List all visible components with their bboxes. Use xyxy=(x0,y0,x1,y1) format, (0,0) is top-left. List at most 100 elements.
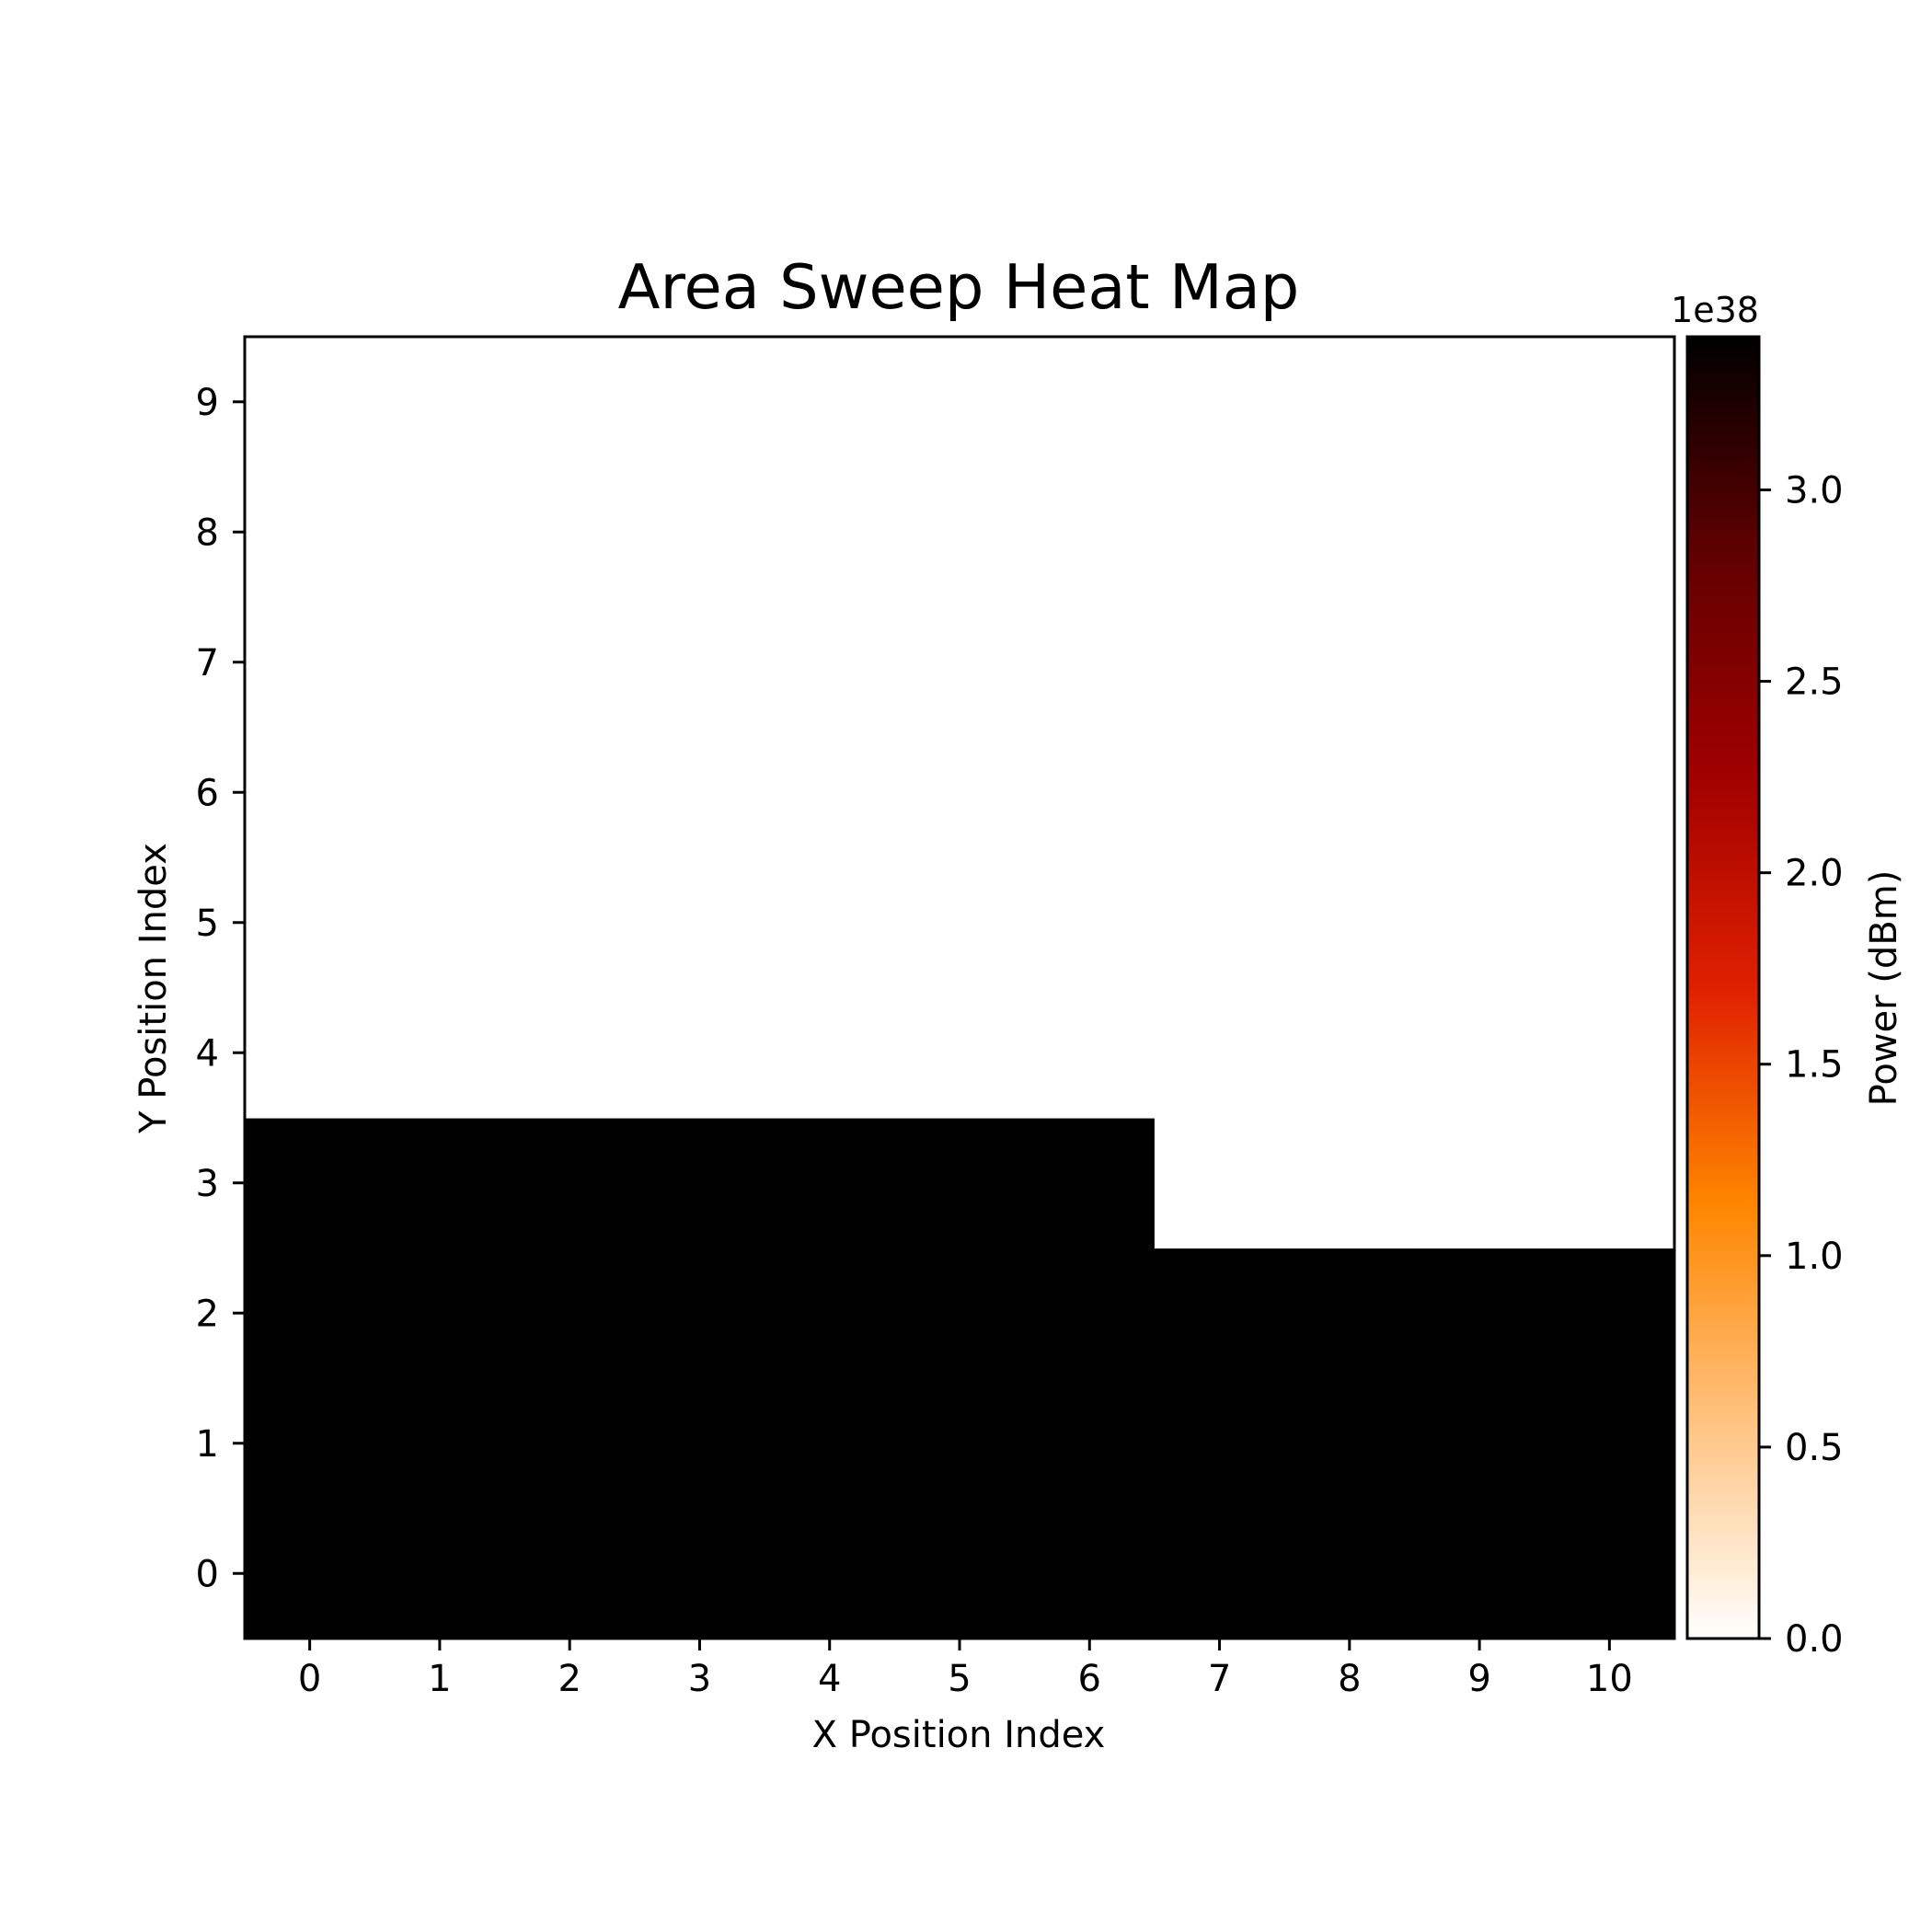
heatmap-cell xyxy=(894,857,1026,989)
heatmap-cell xyxy=(1544,1118,1675,1249)
heatmap-cell xyxy=(1544,337,1675,468)
heatmap-cell xyxy=(1544,987,1675,1119)
heatmap-cell xyxy=(504,857,636,989)
y-tick-label: 8 xyxy=(196,512,219,554)
heatmap-cell xyxy=(1154,1508,1285,1639)
y-tick-label: 9 xyxy=(196,382,219,424)
heatmap-cell xyxy=(1544,1378,1675,1510)
heatmap-cell xyxy=(1154,987,1285,1119)
heatmap-cell xyxy=(504,1118,636,1249)
heatmap-cell xyxy=(894,597,1026,729)
heatmap-cell xyxy=(1544,857,1675,989)
heatmap-cell xyxy=(634,466,765,598)
heatmap-cell xyxy=(634,1508,765,1639)
heatmap-cell xyxy=(765,1378,895,1510)
y-tick-label: 3 xyxy=(196,1163,219,1205)
heatmap-cell xyxy=(374,1248,506,1379)
heatmap-cell xyxy=(1024,1118,1156,1249)
heatmap-cell xyxy=(1024,987,1156,1119)
heatmap-cell xyxy=(634,1248,765,1379)
heatmap-cell xyxy=(374,857,506,989)
heatmap-cell xyxy=(634,1118,765,1249)
heatmap-cell xyxy=(1024,727,1156,858)
y-tick-label: 5 xyxy=(196,903,219,945)
heatmap-cell xyxy=(634,597,765,729)
y-tick-label: 7 xyxy=(196,642,219,684)
heatmap-cell xyxy=(504,466,636,598)
heatmap-cell xyxy=(1154,337,1285,468)
heatmap-cell xyxy=(1154,1118,1285,1249)
heatmap-cell xyxy=(1284,987,1416,1119)
heatmap-cell xyxy=(245,337,375,468)
colorbar-tick-label: 0.0 xyxy=(1785,1618,1844,1661)
heatmap-cell xyxy=(504,987,636,1119)
heatmap-cell xyxy=(1414,1248,1546,1379)
heatmap-cell xyxy=(504,1248,636,1379)
heatmap-cell xyxy=(245,597,375,729)
heatmap-cell xyxy=(634,1378,765,1510)
y-tick-label: 1 xyxy=(196,1423,219,1466)
heatmap-cell xyxy=(1024,857,1156,989)
heatmap-cell xyxy=(1284,1378,1416,1510)
heatmap-cell xyxy=(1154,727,1285,858)
heatmap-cell xyxy=(765,987,895,1119)
heatmap-cell xyxy=(1414,987,1546,1119)
heatmap-cell xyxy=(1024,337,1156,468)
heatmap-cell xyxy=(1154,1248,1285,1379)
heatmap-cell xyxy=(894,1508,1026,1639)
heatmap-cell xyxy=(1024,466,1156,598)
heatmap-cell xyxy=(894,727,1026,858)
x-tick-label: 0 xyxy=(298,1658,321,1700)
heatmap-cell xyxy=(1284,1118,1416,1249)
heatmap-cell xyxy=(1024,1378,1156,1510)
heatmap-cell xyxy=(1284,727,1416,858)
heatmap-cell xyxy=(1284,337,1416,468)
heatmap-cell xyxy=(1544,727,1675,858)
heatmap-cell xyxy=(765,1508,895,1639)
x-tick-label: 2 xyxy=(558,1658,581,1700)
heatmap-cell xyxy=(504,597,636,729)
heatmap-cell xyxy=(1024,597,1156,729)
heatmap-cell xyxy=(1414,727,1546,858)
heatmap-cell xyxy=(1284,1248,1416,1379)
x-tick-label: 5 xyxy=(948,1658,971,1700)
heatmap-cell xyxy=(245,466,375,598)
heatmap-cell xyxy=(894,466,1026,598)
x-axis-label: X Position Index xyxy=(812,1714,1106,1756)
heatmap-cell xyxy=(1544,1508,1675,1639)
heatmap-cell xyxy=(1544,597,1675,729)
heatmap-cell xyxy=(765,466,895,598)
heatmap-cell xyxy=(894,337,1026,468)
x-tick-label: 1 xyxy=(428,1658,451,1700)
heatmap-cell xyxy=(1414,337,1546,468)
y-tick-label: 2 xyxy=(196,1293,219,1335)
heatmap-cell xyxy=(374,466,506,598)
x-tick-label: 7 xyxy=(1208,1658,1231,1700)
heatmap-cell xyxy=(374,727,506,858)
heatmap-cell xyxy=(245,1118,375,1249)
heatmap-cell xyxy=(1414,466,1546,598)
y-axis-ticks: 0 1 2 3 4 5 6 7 8 9 xyxy=(196,382,245,1595)
heatmap-cell xyxy=(245,987,375,1119)
y-tick-label: 6 xyxy=(196,772,219,814)
y-axis-label: Y Position Index xyxy=(132,843,175,1134)
heatmap-cell xyxy=(374,337,506,468)
y-tick-label: 4 xyxy=(196,1032,219,1075)
heatmap-cell xyxy=(634,857,765,989)
heatmap-cell xyxy=(245,727,375,858)
heatmap-cell xyxy=(374,1508,506,1639)
heatmap-cell xyxy=(1284,466,1416,598)
heatmap-cell xyxy=(504,727,636,858)
x-tick-label: 9 xyxy=(1467,1658,1490,1700)
heatmap-cell xyxy=(245,1378,375,1510)
heatmap-cell xyxy=(894,1118,1026,1249)
colorbar-ticks: 0.0 0.5 1.0 1.5 2.0 2.5 3.0 xyxy=(1759,469,1844,1661)
heatmap-cell xyxy=(1154,1378,1285,1510)
chart-title: Area Sweep Heat Map xyxy=(618,251,1300,323)
heatmap-cell xyxy=(894,987,1026,1119)
heatmap-cell xyxy=(1414,597,1546,729)
heatmap-cells xyxy=(245,337,1675,1639)
heatmap-cell xyxy=(374,987,506,1119)
heatmap-cell xyxy=(1544,1248,1675,1379)
heatmap-cell xyxy=(1414,857,1546,989)
